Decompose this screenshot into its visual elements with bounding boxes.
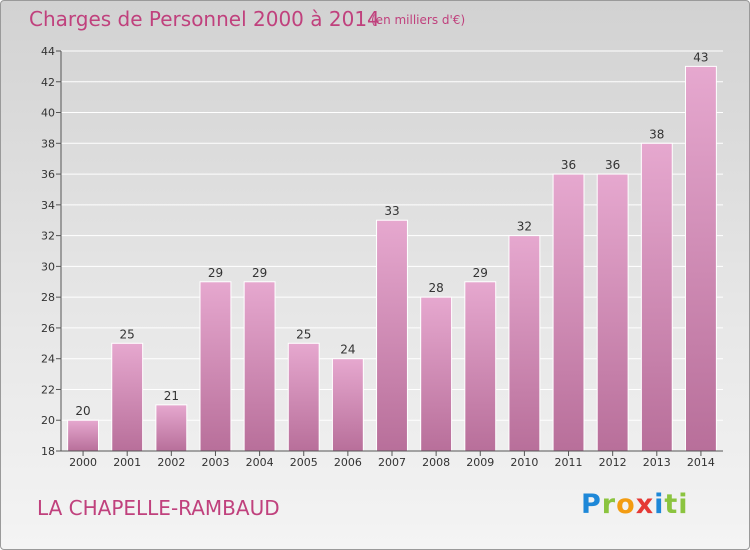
y-tick-label: 42: [41, 76, 55, 89]
x-tick-label: 2003: [201, 456, 229, 469]
y-tick-label: 34: [41, 199, 55, 212]
bar-value-label: 38: [649, 127, 664, 141]
bar-value-label: 25: [120, 327, 135, 341]
logo-letter: ti: [664, 489, 689, 520]
bar: [464, 281, 497, 452]
bar: [287, 342, 320, 452]
chart-subtitle: (en milliers d'€): [371, 13, 466, 27]
y-tick-label: 28: [41, 291, 55, 304]
x-tick-label: 2005: [290, 456, 318, 469]
proxiti-logo: Proxiti: [581, 489, 689, 520]
bar-value-label: 29: [208, 266, 223, 280]
bar: [243, 281, 276, 452]
y-tick-label: 38: [41, 137, 55, 150]
bar-value-label: 21: [164, 389, 179, 403]
bar: [684, 65, 717, 452]
logo-letter: r: [601, 489, 617, 520]
y-tick-label: 22: [41, 383, 55, 396]
x-tick-label: 2007: [378, 456, 406, 469]
bar-value-label: 33: [384, 204, 399, 218]
y-tick-label: 36: [41, 168, 55, 181]
bar: [111, 342, 144, 452]
y-tick-label: 24: [41, 353, 55, 366]
bar: [199, 281, 232, 452]
logo-letter: o: [616, 489, 636, 520]
bar-value-label: 29: [473, 266, 488, 280]
x-tick-label: 2002: [157, 456, 185, 469]
bar-value-label: 25: [296, 327, 311, 341]
y-tick-label: 30: [41, 260, 55, 273]
y-tick-label: 26: [41, 322, 55, 335]
bar-value-label: 36: [561, 158, 576, 172]
chart-title: Charges de Personnel 2000 à 2014: [29, 7, 380, 31]
bar-value-label: 32: [517, 220, 532, 234]
x-tick-label: 2009: [466, 456, 494, 469]
x-tick-label: 2011: [555, 456, 583, 469]
bar: [331, 358, 364, 452]
y-tick-label: 32: [41, 230, 55, 243]
logo-letter: i: [654, 489, 665, 520]
logo-letter: x: [635, 489, 655, 520]
x-tick-label: 2000: [69, 456, 97, 469]
bar-value-label: 36: [605, 158, 620, 172]
bar: [640, 142, 673, 452]
bar: [67, 419, 100, 452]
bar: [508, 235, 541, 452]
x-tick-label: 2001: [113, 456, 141, 469]
bar: [596, 173, 629, 452]
bar-value-label: 29: [252, 266, 267, 280]
x-tick-label: 2004: [246, 456, 274, 469]
y-tick-label: 20: [41, 414, 55, 427]
y-tick-label: 40: [41, 107, 55, 120]
logo-letter: P: [581, 489, 602, 520]
y-tick-label: 18: [41, 445, 55, 458]
bar-value-label: 24: [340, 343, 355, 357]
bar: [376, 219, 408, 452]
bar-value-label: 43: [693, 50, 708, 64]
bar: [420, 296, 453, 452]
x-tick-label: 2014: [687, 456, 715, 469]
x-tick-label: 2013: [643, 456, 671, 469]
x-tick-label: 2006: [334, 456, 362, 469]
y-tick-label: 44: [41, 45, 55, 58]
bar: [155, 404, 188, 452]
x-tick-label: 2008: [422, 456, 450, 469]
x-tick-label: 2010: [510, 456, 538, 469]
bar-value-label: 20: [75, 404, 90, 418]
bar: [552, 173, 585, 452]
bar-value-label: 28: [428, 281, 443, 295]
x-tick-label: 2012: [599, 456, 627, 469]
commune-name: LA CHAPELLE-RAMBAUD: [37, 496, 280, 520]
